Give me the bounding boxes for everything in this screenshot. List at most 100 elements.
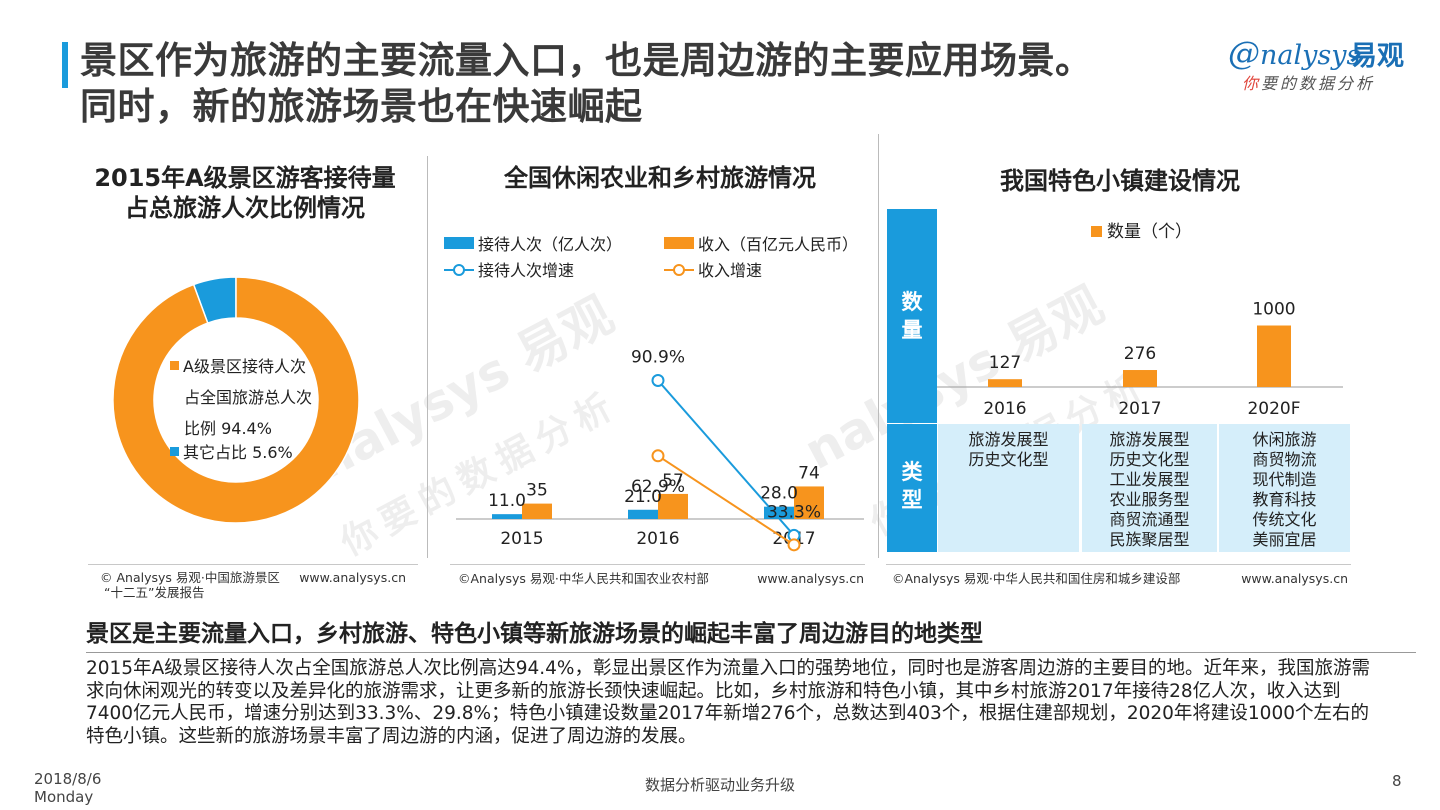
row-label-type-1: 类 — [902, 460, 924, 484]
left-source-url: www.analysys.cn — [299, 570, 406, 585]
legend-label-visits: 接待人次（亿人次） — [478, 235, 622, 254]
summary-rule — [86, 652, 1416, 653]
summary-body: 2015年A级景区接待人次占全国旅游总人次比例高达94.4%，彰显出景区作为流量… — [86, 658, 1371, 747]
line-income-growth — [657, 454, 795, 546]
left-panel-title-line2: 占总旅游人次比例情况 — [125, 194, 365, 222]
logo-chinese: 易观 — [1350, 41, 1404, 72]
legend-label-count: 数量（个） — [1107, 222, 1192, 242]
bar-label-income: 35 — [526, 481, 548, 501]
logo-tagline-rest: 要的数据分析 — [1261, 74, 1376, 93]
bar-label-income: 57 — [662, 471, 684, 491]
bar-label-town-count: 276 — [1124, 344, 1156, 364]
bar-visits — [628, 509, 658, 519]
middle-panel-title: 全国休闲农业和乡村旅游情况 — [504, 164, 816, 192]
logo-tagline-red: 你 — [1242, 74, 1262, 93]
left-source: © Analysys 易观·中国旅游景区 www.analysys.cn “十二… — [100, 570, 420, 600]
label-income-growth: 62.9% — [631, 477, 685, 497]
donut-slice — [112, 276, 360, 524]
right-source-text: ©Analysys 易观·中华人民共和国住房和城乡建设部 — [892, 571, 1181, 586]
row-label-type-2: 型 — [902, 488, 923, 512]
town-construction-chart: 数量 数量（个） 127 2016 276 2017 1000 2020F 类型 旅游发展型历史文… — [887, 209, 1350, 552]
left-source-text: © Analysys 易观·中国旅游景区 — [100, 570, 280, 585]
middle-source-rule — [450, 564, 865, 565]
type-item: 民族聚居型 — [1109, 530, 1189, 549]
legend-label-other: 其它占比 5.6% — [183, 443, 293, 462]
type-cell — [1082, 424, 1217, 552]
bar-label-visits: 21.0 — [624, 487, 662, 507]
legend-swatch-scenic — [170, 361, 179, 370]
type-item: 美丽宜居 — [1252, 530, 1316, 549]
right-source-rule — [886, 564, 1351, 565]
panel-divider-right — [878, 134, 879, 558]
analysys-logo: @nalysys 易观 你要的数据分析 — [1228, 34, 1418, 94]
legend-swatch-visits — [444, 237, 474, 249]
left-panel-title-line1: 2015年A级景区游客接待量 — [94, 164, 396, 192]
legend-label-income-growth: 收入增速 — [698, 261, 762, 280]
middle-source-text: ©Analysys 易观·中华人民共和国农业农村部 — [458, 571, 709, 586]
type-cell — [938, 424, 1079, 552]
line-visits-growth — [657, 379, 795, 537]
legend-marker-visits-growth — [453, 264, 465, 276]
bar-visits — [492, 514, 522, 519]
bar-label-visits: 11.0 — [488, 491, 526, 511]
right-panel-title: 我国特色小镇建设情况 — [1000, 167, 1240, 195]
bar-label-visits: 28.0 — [760, 484, 798, 504]
logo-english: @nalysys — [1228, 34, 1361, 72]
panel-divider-left — [427, 156, 428, 558]
rural-tourism-chart: 接待人次（亿人次） 收入（百亿元人民币） 接待人次增速 收入增速 11.035 2015 2… — [444, 235, 864, 552]
legend-swatch-count — [1091, 226, 1102, 237]
type-item: 商贸物流 — [1252, 450, 1316, 469]
legend-swatch-other — [170, 447, 179, 456]
point-income-growth — [787, 538, 801, 552]
middle-source: ©Analysys 易观·中华人民共和国农业农村部 www.analysys.c… — [458, 571, 868, 586]
point-visits-growth — [651, 373, 665, 387]
legend-label-scenic-3: 比例 94.4% — [184, 419, 272, 438]
row-label-quantity-1: 数 — [902, 290, 924, 314]
type-item: 休闲旅游 — [1252, 430, 1316, 449]
footer-date-text: 2018/8/6 — [34, 770, 102, 788]
left-source-rule — [88, 564, 418, 565]
legend-label-visits-growth: 接待人次增速 — [478, 261, 574, 280]
footer-tagline: 数据分析驱动业务升级 — [644, 776, 795, 794]
title-accent-bar — [62, 42, 68, 88]
point-income-growth — [651, 449, 665, 463]
page-title: 景区作为旅游的主要流量入口，也是周边游的主要应用场景。 同时，新的旅游场景也在快… — [80, 38, 1220, 130]
type-item: 传统文化 — [1252, 510, 1316, 529]
type-cell — [1219, 424, 1350, 552]
page-number: 8 — [1392, 772, 1402, 790]
label-visits-growth: 90.9% — [631, 347, 685, 367]
footer-weekday: Monday — [34, 788, 94, 806]
bar-town-count — [1123, 370, 1157, 387]
right-source: ©Analysys 易观·中华人民共和国住房和城乡建设部 www.analysy… — [892, 571, 1352, 586]
logo-tagline: 你要的数据分析 — [1242, 70, 1375, 94]
footer-date: 2018/8/6 Monday — [34, 770, 101, 806]
row-label-quantity-bg — [887, 209, 937, 423]
type-item: 旅游发展型 — [968, 430, 1048, 449]
type-item: 历史文化型 — [968, 450, 1048, 469]
type-item: 工业发展型 — [1109, 470, 1189, 489]
right-source-url: www.analysys.cn — [1241, 571, 1348, 586]
bar-label-town-count: 1000 — [1252, 300, 1295, 320]
bar-town-count — [1257, 325, 1291, 387]
type-item: 商贸流通型 — [1109, 510, 1189, 529]
x-tick-label: 2016 — [636, 529, 679, 549]
type-item: 农业服务型 — [1109, 490, 1189, 509]
middle-source-url: www.analysys.cn — [757, 571, 864, 586]
x-tick-label: 2015 — [500, 529, 543, 549]
x-tick-label: 2020F — [1247, 399, 1300, 419]
row-label-quantity-2: 量 — [902, 318, 923, 342]
bar-income — [522, 503, 552, 519]
x-tick-label: 2016 — [983, 399, 1026, 419]
x-tick-label: 2017 — [1118, 399, 1161, 419]
label-visits-growth: 33.3% — [767, 502, 821, 522]
legend-marker-income-growth — [673, 264, 685, 276]
row-label-type-bg — [887, 424, 937, 552]
bar-town-count — [988, 379, 1022, 387]
bar-income — [658, 493, 688, 519]
summary-title: 景区是主要流量入口，乡村旅游、特色小镇等新旅游场景的崛起丰富了周边游目的地类型 — [86, 621, 983, 647]
legend-label-scenic-2: 占全国旅游总人次 — [184, 388, 312, 407]
logo-english-text: nalysys — [1260, 40, 1361, 71]
page-title-line1: 景区作为旅游的主要流量入口，也是周边游的主要应用场景。 — [80, 39, 1093, 82]
type-item: 现代制造 — [1252, 470, 1316, 489]
legend-label-income: 收入（百亿元人民币） — [698, 235, 858, 254]
